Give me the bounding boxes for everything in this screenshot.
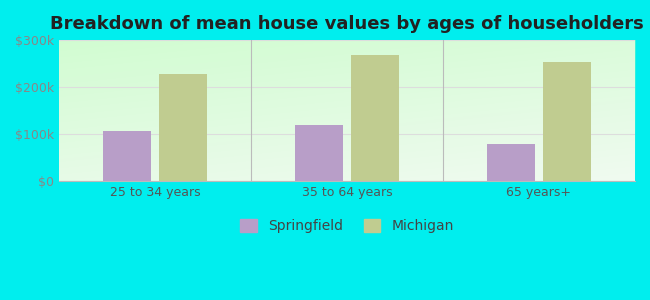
Legend: Springfield, Michigan: Springfield, Michigan [235,214,460,239]
Bar [103,131,151,182]
Bar [295,125,343,182]
Bar [487,144,535,182]
Bar [159,74,207,182]
Bar [543,62,591,182]
Title: Breakdown of mean house values by ages of householders: Breakdown of mean house values by ages o… [50,15,644,33]
Bar [351,55,399,182]
